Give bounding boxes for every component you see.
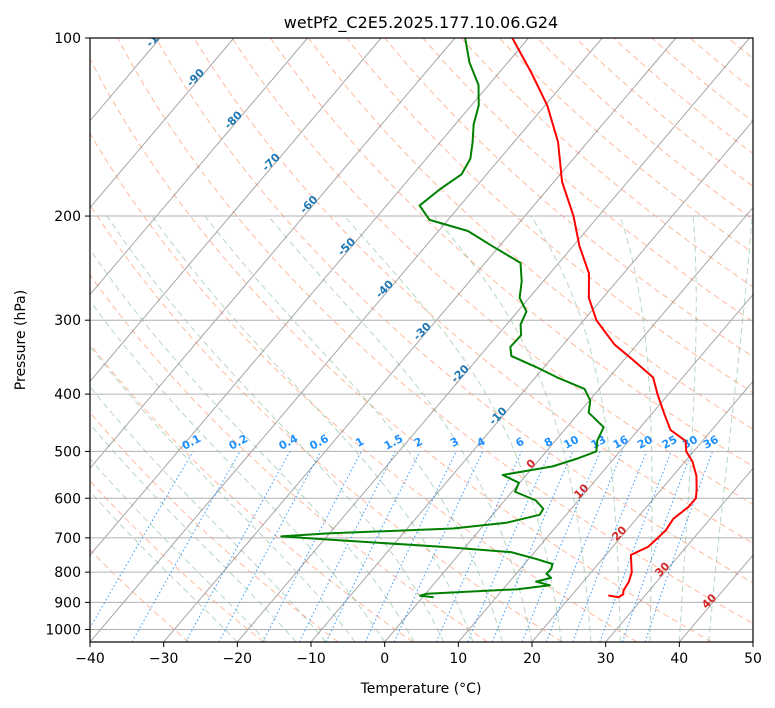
moist-adiabat-line <box>433 215 592 642</box>
isotherm-line <box>236 38 750 642</box>
isotherm-label: -100 <box>143 21 172 50</box>
mixing-ratio-label: 13 <box>589 433 609 452</box>
mixing-ratio-label: 10 <box>561 433 581 452</box>
moist-adiabat-line <box>204 215 504 642</box>
isotherm-line <box>90 38 603 642</box>
isotherm-line <box>605 467 753 642</box>
mixing-ratio-line <box>467 451 551 642</box>
y-tick-label: 1000 <box>45 623 81 639</box>
mixing-ratio-line <box>325 451 421 642</box>
isotherm-line <box>531 380 753 642</box>
chart-title: wetPf2_C2E5.2025.177.10.06.G24 <box>284 13 558 33</box>
moist-adiabat-line <box>90 386 327 642</box>
dry-adiabat-line <box>460 38 753 288</box>
dry-adiabat-line <box>766 38 775 642</box>
y-tick-label: 500 <box>54 444 81 460</box>
y-axis-label: Pressure (hPa) <box>13 290 29 390</box>
isotherm-line <box>90 38 382 383</box>
dry-adiabat-line <box>90 480 264 642</box>
moist-adiabat-line <box>90 423 297 642</box>
mixing-ratio-line <box>621 451 693 642</box>
y-tick-label: 600 <box>54 491 81 507</box>
x-tick-label: 0 <box>380 651 389 667</box>
moist-adiabat-line <box>151 215 474 642</box>
dry-adiabat-line <box>498 38 753 254</box>
moist-adiabat-line <box>90 248 415 642</box>
y-tick-label: 200 <box>54 209 81 225</box>
axis-ticks: −40 −30 −20 −10 0 10 20 30 40 50 100 200 300 400 500 60… <box>45 31 762 667</box>
y-tick-label: 800 <box>54 565 81 581</box>
moist-adiabat-line <box>90 458 268 642</box>
mixing-ratio-line <box>599 451 672 642</box>
y-tick-label: 900 <box>54 595 81 611</box>
y-tick-label: 400 <box>54 387 81 403</box>
dry-adiabat-line <box>346 38 753 394</box>
moist-adiabat-line <box>619 215 653 642</box>
x-tick-label: −30 <box>149 651 179 667</box>
dry-adiabat-line <box>193 38 753 544</box>
y-tick-label: 100 <box>54 31 81 47</box>
dry-adiabat-line <box>308 38 753 430</box>
isotherm-line <box>310 120 753 642</box>
dry-adiabat-line <box>231 38 753 506</box>
x-axis-label: Temperature (°C) <box>360 681 482 697</box>
moist-adiabat-line <box>267 215 533 642</box>
mixing-ratio-line <box>131 451 241 642</box>
dry-adiabat-line <box>155 38 753 584</box>
isotherm-line <box>90 38 308 296</box>
x-tick-label: −10 <box>296 651 326 667</box>
sounding-traces <box>280 38 698 599</box>
mixing-ratio-line <box>491 451 574 642</box>
moist-adiabat-line <box>708 216 753 642</box>
dewpoint-profile-line <box>280 38 605 599</box>
moist-adiabat-line <box>530 215 621 642</box>
moist-adiabat-line <box>90 490 238 642</box>
isotherm-line <box>0 38 13 642</box>
mixing-ratio-label: 20 <box>635 433 655 452</box>
y-tick-label: 700 <box>54 531 81 547</box>
moist-adiabat-line <box>106 215 445 642</box>
x-tick-label: 20 <box>523 651 541 667</box>
x-tick-label: 10 <box>449 651 467 667</box>
temperature-profile-line <box>511 38 698 599</box>
dry-adiabat-line <box>90 343 414 642</box>
x-tick-label: −20 <box>223 651 253 667</box>
plot-frame <box>89 37 754 643</box>
x-tick-label: −40 <box>75 651 105 667</box>
dry-adiabat-line <box>90 57 712 642</box>
dry-adiabat-line <box>422 38 753 323</box>
background-lines <box>0 38 775 642</box>
x-tick-label: 40 <box>670 651 688 667</box>
isotherm-line <box>90 38 235 209</box>
mixing-ratio-label: 36 <box>701 433 721 452</box>
dry-adiabat-line <box>90 132 638 642</box>
mixing-ratio-line <box>364 451 457 642</box>
mixing-ratio-label: 25 <box>660 433 680 452</box>
plot-background <box>90 38 753 642</box>
x-tick-label: 30 <box>597 651 615 667</box>
mixing-ratio-line <box>435 451 523 642</box>
mixing-ratio-line <box>90 451 194 629</box>
isotherm-line <box>90 38 456 470</box>
isotherm-line <box>752 641 753 642</box>
mixing-ratio-line <box>644 451 713 642</box>
isotherm-line <box>457 293 753 642</box>
isotherm-line <box>90 38 529 556</box>
mixing-ratio-line <box>185 451 291 642</box>
isotherm-line <box>163 38 677 642</box>
isotherm-line <box>384 206 753 642</box>
mixing-ratio-label: 16 <box>611 433 631 452</box>
x-tick-label: 50 <box>744 651 762 667</box>
moist-adiabat-line <box>90 299 386 642</box>
y-tick-label: 300 <box>54 313 81 329</box>
